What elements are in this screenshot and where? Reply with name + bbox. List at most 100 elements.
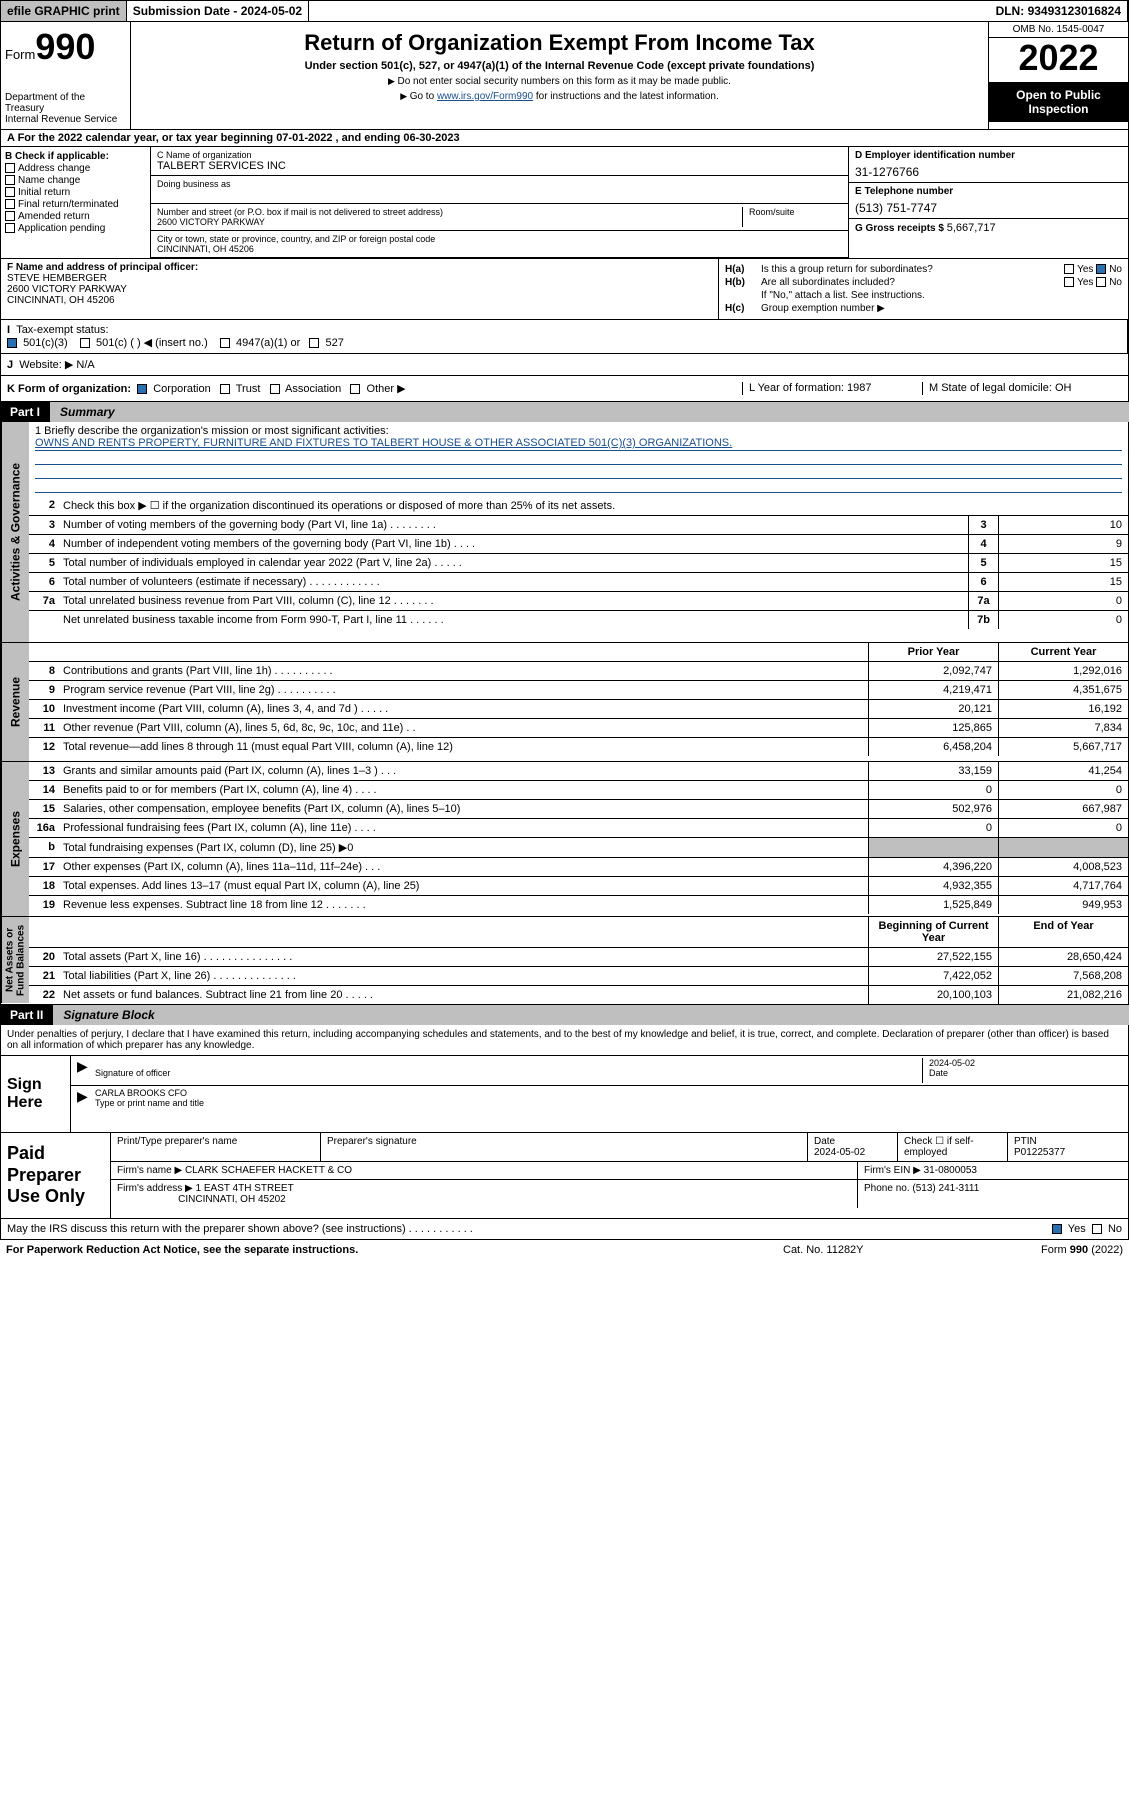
summary-table: Activities & Governance 1 Briefly descri…: [0, 422, 1129, 1005]
tel-label: E Telephone number: [855, 186, 1122, 197]
line18: Total expenses. Add lines 13–17 (must eq…: [59, 877, 868, 895]
row-ij: I Tax-exempt status: 501(c)(3) 501(c) ( …: [0, 320, 1129, 354]
ptin-label: PTIN: [1014, 1136, 1037, 1147]
firm-name-label: Firm's name ▶: [117, 1165, 182, 1176]
city-label: City or town, state or province, country…: [157, 234, 842, 244]
curr-22: 21,082,216: [998, 986, 1128, 1004]
printed-name-label: Type or print name and title: [95, 1098, 204, 1108]
chk-application-pending[interactable]: Application pending: [5, 223, 146, 234]
paid-preparer-title: Paid Preparer Use Only: [1, 1133, 111, 1218]
prior-18: 4,932,355: [868, 877, 998, 895]
line10: Investment income (Part VIII, column (A)…: [59, 700, 868, 718]
firm-ein-label: Firm's EIN ▶: [864, 1165, 921, 1176]
form-prefix: Form: [5, 47, 35, 62]
line3: Number of voting members of the governin…: [59, 516, 968, 534]
hb-yes[interactable]: [1064, 277, 1074, 287]
line4: Number of independent voting members of …: [59, 535, 968, 553]
curr-20: 28,650,424: [998, 948, 1128, 966]
ptin: P01225377: [1014, 1147, 1065, 1158]
part1-num: Part I: [0, 402, 50, 422]
line20: Total assets (Part X, line 16) . . . . .…: [59, 948, 868, 966]
form-number: 990: [35, 26, 95, 67]
side-netassets: Net Assets or Fund Balances: [1, 917, 29, 1003]
block-bcd: B Check if applicable: Address change Na…: [0, 147, 1129, 259]
disclose-row: May the IRS discuss this return with the…: [0, 1219, 1129, 1240]
prep-date: 2024-05-02: [814, 1147, 865, 1158]
chk-501c3[interactable]: [7, 338, 17, 348]
phone-label: Phone no.: [864, 1183, 910, 1194]
side-revenue: Revenue: [1, 643, 29, 761]
part1-title: Summary: [50, 402, 1129, 422]
officer-sig-label: Signature of officer: [95, 1068, 170, 1078]
chk-amended-return[interactable]: Amended return: [5, 211, 146, 222]
part2-title: Signature Block: [53, 1005, 1129, 1025]
hb-no[interactable]: [1096, 277, 1106, 287]
col-prior: Prior Year: [868, 643, 998, 661]
line7b: Net unrelated business taxable income fr…: [59, 611, 968, 629]
disclose-no[interactable]: [1092, 1224, 1102, 1234]
prior-22: 20,100,103: [868, 986, 998, 1004]
prior-21: 7,422,052: [868, 967, 998, 985]
hc-label: Group exemption number ▶: [761, 303, 1122, 314]
chk-trust[interactable]: [220, 384, 230, 394]
chk-association[interactable]: [270, 384, 280, 394]
chk-initial-return[interactable]: Initial return: [5, 187, 146, 198]
line17: Other expenses (Part IX, column (A), lin…: [59, 858, 868, 876]
prior-13: 33,159: [868, 762, 998, 780]
instructions-link-row: Go to www.irs.gov/Form990 for instructio…: [139, 91, 980, 102]
prior-12: 6,458,204: [868, 738, 998, 756]
disclose-yes[interactable]: [1052, 1224, 1062, 1234]
firm-addr-label: Firm's address ▶: [117, 1183, 193, 1194]
ha-no[interactable]: [1096, 264, 1106, 274]
chk-corporation[interactable]: [137, 384, 147, 394]
prior-10: 20,121: [868, 700, 998, 718]
chk-527[interactable]: [309, 338, 319, 348]
cat-no: Cat. No. 11282Y: [783, 1244, 983, 1256]
chk-name-change[interactable]: Name change: [5, 175, 146, 186]
line22: Net assets or fund balances. Subtract li…: [59, 986, 868, 1004]
sig-arrow-icon-2: ▶: [77, 1088, 95, 1114]
mission-text: OWNS AND RENTS PROPERTY, FURNITURE AND F…: [35, 437, 1122, 451]
dba-label: Doing business as: [157, 179, 842, 189]
h-note: If "No," attach a list. See instructions…: [761, 290, 1122, 301]
curr-b: [998, 838, 1128, 857]
line8: Contributions and grants (Part VIII, lin…: [59, 662, 868, 680]
val-7a: 0: [998, 592, 1128, 610]
ein-label: D Employer identification number: [855, 150, 1122, 161]
efile-print-button[interactable]: efile GRAPHIC print: [1, 1, 127, 21]
chk-final-return[interactable]: Final return/terminated: [5, 199, 146, 210]
ha-yes[interactable]: [1064, 264, 1074, 274]
row-k: K Form of organization: Corporation Trus…: [0, 376, 1129, 402]
chk-address-change[interactable]: Address change: [5, 163, 146, 174]
self-employed-label[interactable]: Check ☐ if self-employed: [898, 1133, 1008, 1161]
chk-other[interactable]: [350, 384, 360, 394]
col-d: D Employer identification number 31-1276…: [848, 147, 1128, 258]
prep-sig-label: Preparer's signature: [321, 1133, 808, 1161]
year-of-formation: L Year of formation: 1987: [742, 382, 922, 395]
curr-16a: 0: [998, 819, 1128, 837]
curr-18: 4,717,764: [998, 877, 1128, 895]
curr-14: 0: [998, 781, 1128, 799]
state-domicile: M State of legal domicile: OH: [922, 382, 1122, 395]
prior-20: 27,522,155: [868, 948, 998, 966]
sign-here: Sign Here: [1, 1056, 71, 1132]
paid-preparer: Paid Preparer Use Only Print/Type prepar…: [0, 1133, 1129, 1219]
side-expenses: Expenses: [1, 762, 29, 916]
col-h: H(a)Is this a group return for subordina…: [718, 259, 1128, 319]
k-label: K Form of organization:: [7, 383, 131, 395]
block-fh: F Name and address of principal officer:…: [0, 259, 1129, 320]
chk-4947[interactable]: [220, 338, 230, 348]
suite-label: Room/suite: [749, 207, 842, 217]
firm-name: CLARK SCHAEFER HACKETT & CO: [185, 1165, 352, 1176]
prior-15: 502,976: [868, 800, 998, 818]
chk-501c[interactable]: [80, 338, 90, 348]
irs-link[interactable]: www.irs.gov/Form990: [437, 91, 533, 102]
line5: Total number of individuals employed in …: [59, 554, 968, 572]
col-end: End of Year: [998, 917, 1128, 947]
col-f-officer: F Name and address of principal officer:…: [1, 259, 718, 319]
curr-21: 7,568,208: [998, 967, 1128, 985]
line9: Program service revenue (Part VIII, line…: [59, 681, 868, 699]
top-bar: efile GRAPHIC print Submission Date - 20…: [0, 0, 1129, 22]
tax-year: 2022: [989, 38, 1128, 82]
line2: Check this box ▶ ☐ if the organization d…: [59, 496, 1128, 515]
